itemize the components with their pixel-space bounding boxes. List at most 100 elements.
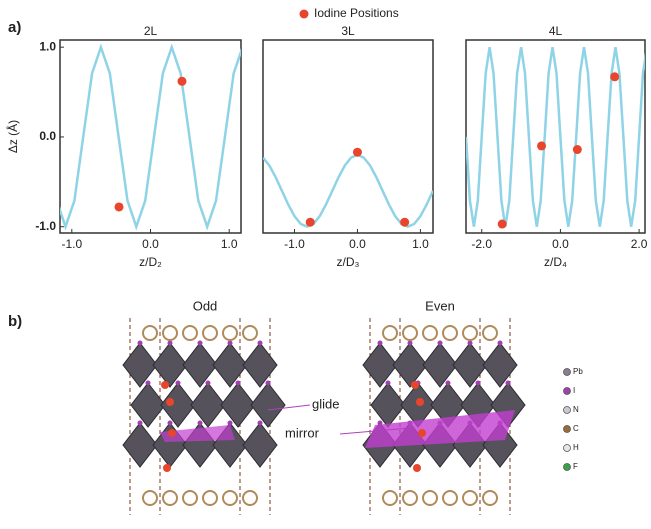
iodine-position: [168, 429, 176, 437]
pointer: [339, 427, 411, 435]
element-marker: [563, 387, 571, 395]
x-tick-label: 1.0: [412, 237, 429, 251]
organic: [142, 325, 158, 341]
organic: [222, 490, 238, 506]
x-tick-label: 1.0: [221, 237, 238, 251]
octahedron: [190, 382, 226, 428]
iodine-atom: [437, 340, 443, 346]
curve: [263, 153, 433, 229]
chart-title: 3L: [341, 24, 355, 38]
mirror-plane: [365, 410, 515, 448]
iodine-atom: [257, 340, 263, 346]
iodine-atom: [505, 380, 511, 386]
iodine-point: [610, 72, 620, 82]
x-tick-label: -1.0: [61, 237, 82, 251]
iodine-position: [413, 464, 421, 472]
organic: [202, 325, 218, 341]
iodine-position: [411, 381, 419, 389]
organic: [422, 490, 438, 506]
iodine-position: [418, 429, 426, 437]
iodine-position: [416, 398, 424, 406]
organic: [462, 490, 478, 506]
iodine-atom: [175, 380, 181, 386]
element-marker: [563, 406, 571, 414]
element-marker: [563, 463, 571, 471]
octahedron: [392, 342, 428, 388]
iodine-point: [537, 141, 547, 151]
octahedron: [250, 382, 286, 428]
annotation: glide: [312, 396, 339, 411]
iodine-point: [497, 219, 507, 229]
plot-frame: [262, 39, 434, 234]
x-tick-label: 0.0: [142, 237, 159, 251]
legend-marker: [299, 9, 309, 19]
plot-frame: [465, 39, 646, 234]
iodine-atom: [167, 420, 173, 426]
organic: [242, 490, 258, 506]
iodine-atom: [167, 340, 173, 346]
iodine-atom: [137, 420, 143, 426]
plot-area: [466, 47, 645, 227]
element-label: N: [573, 405, 579, 414]
iodine-point: [400, 217, 410, 227]
iodine-atom: [475, 380, 481, 386]
glide-plane: [160, 425, 235, 442]
organic: [162, 325, 178, 341]
y-tick-label: 1.0: [39, 39, 56, 53]
structure-label: Even: [425, 298, 455, 313]
octahedron: [482, 342, 518, 388]
element-label: F: [573, 462, 578, 471]
organic: [422, 325, 438, 341]
iodine-point: [572, 145, 582, 155]
element-label: C: [573, 424, 579, 433]
element-marker: [563, 425, 571, 433]
element-marker: [563, 368, 571, 376]
x-tick-label: 0.0: [349, 237, 366, 251]
structure-illustration: Odd Even glide mirror Pb I N C H F: [122, 298, 583, 515]
organic: [202, 490, 218, 506]
x-axis-label: z/D₂: [139, 255, 162, 269]
octahedron: [422, 342, 458, 388]
iodine-atom: [137, 340, 143, 346]
element-label: Pb: [573, 367, 583, 376]
iodine-atom: [227, 420, 233, 426]
organic: [142, 490, 158, 506]
x-tick-label: 2.0: [631, 237, 648, 251]
x-tick-label: -2.0: [471, 237, 492, 251]
iodine-atom: [257, 420, 263, 426]
curve: [466, 47, 645, 227]
y-tick-label: 0.0: [39, 129, 56, 143]
octahedron: [122, 422, 158, 468]
iodine-point: [177, 76, 187, 86]
octahedron: [130, 382, 166, 428]
chart-title: 2L: [144, 24, 158, 38]
octahedron: [122, 342, 158, 388]
iodine-atom: [377, 420, 383, 426]
octahedron: [242, 342, 278, 388]
organic: [162, 490, 178, 506]
x-tick-label: -1.0: [284, 237, 305, 251]
organic: [482, 325, 498, 341]
iodine-atom: [497, 340, 503, 346]
organic: [482, 490, 498, 506]
pointer: [267, 404, 311, 411]
organic: [442, 325, 458, 341]
panel-label: a): [8, 19, 21, 36]
organic: [382, 490, 398, 506]
iodine-atom: [377, 340, 383, 346]
plot-area: [263, 153, 433, 229]
iodine-atom: [205, 380, 211, 386]
octahedron: [182, 342, 218, 388]
octahedron: [160, 382, 196, 428]
iodine-atom: [265, 380, 271, 386]
organic: [182, 325, 198, 341]
iodine-position: [166, 398, 174, 406]
organic: [402, 490, 418, 506]
iodine-atom: [145, 380, 151, 386]
iodine-atom: [235, 380, 241, 386]
x-tick-label: 0.0: [552, 237, 569, 251]
octahedron: [152, 342, 188, 388]
iodine-atom: [385, 380, 391, 386]
octahedron: [220, 382, 256, 428]
